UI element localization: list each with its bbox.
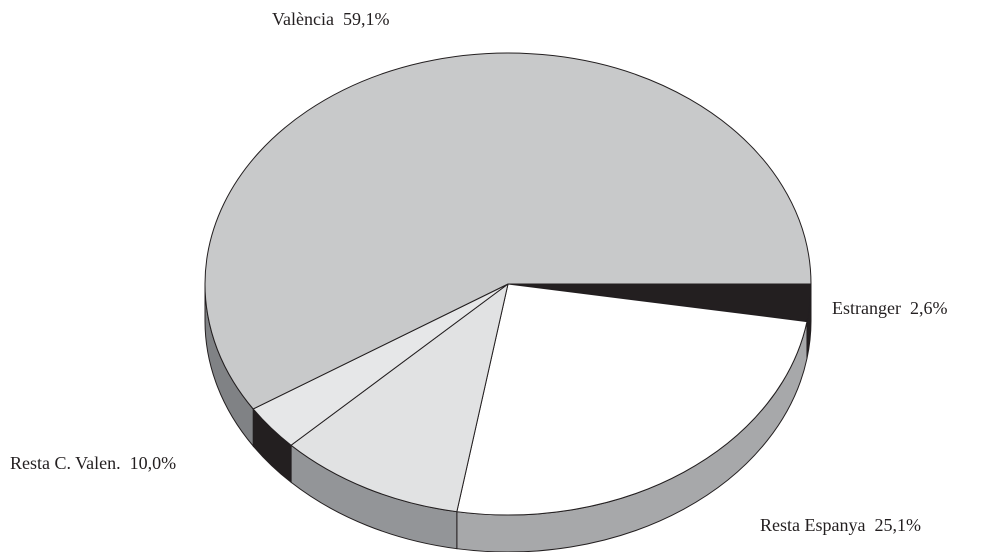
slice-label: València 59,1%: [272, 9, 389, 29]
category-label: Estranger: [832, 298, 901, 318]
slice-label: Resta C. Valen. 10,0%: [10, 453, 176, 473]
value-label: 10,0%: [130, 453, 177, 473]
value-label: 25,1%: [874, 515, 921, 535]
slice: [204, 52, 812, 410]
category-label: Resta Espanya: [760, 515, 865, 535]
slice: [456, 283, 808, 516]
category-label: Resta C. Valen.: [10, 453, 121, 473]
value-label: 2,6%: [910, 298, 948, 318]
slice: [290, 282, 509, 513]
category-label: València: [272, 9, 334, 29]
slice-label: Resta Espanya 25,1%: [760, 515, 921, 535]
slice-label: Estranger 2,6%: [832, 298, 947, 318]
value-label: 59,1%: [343, 9, 390, 29]
